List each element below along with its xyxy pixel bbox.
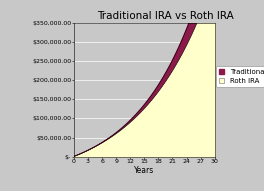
Title: Traditional IRA vs Roth IRA: Traditional IRA vs Roth IRA	[97, 11, 234, 21]
Legend: Traditional IRA, Roth IRA: Traditional IRA, Roth IRA	[216, 66, 264, 87]
X-axis label: Years: Years	[134, 166, 154, 175]
